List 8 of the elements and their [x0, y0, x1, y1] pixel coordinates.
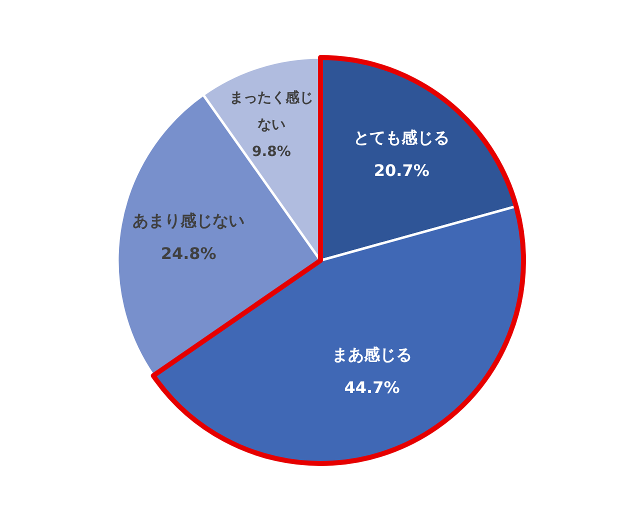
slice-label: まったく感じない [229, 90, 314, 134]
data-label: 44.7% [344, 378, 400, 397]
slice-label: まあ感じる [332, 344, 412, 364]
slice-label: あまり感じない [132, 211, 245, 230]
data-label: 20.7% [374, 160, 430, 180]
slice-label: とても感じる [354, 128, 450, 147]
data-label: 24.8% [160, 244, 216, 264]
data-label: 9.8% [252, 144, 291, 160]
